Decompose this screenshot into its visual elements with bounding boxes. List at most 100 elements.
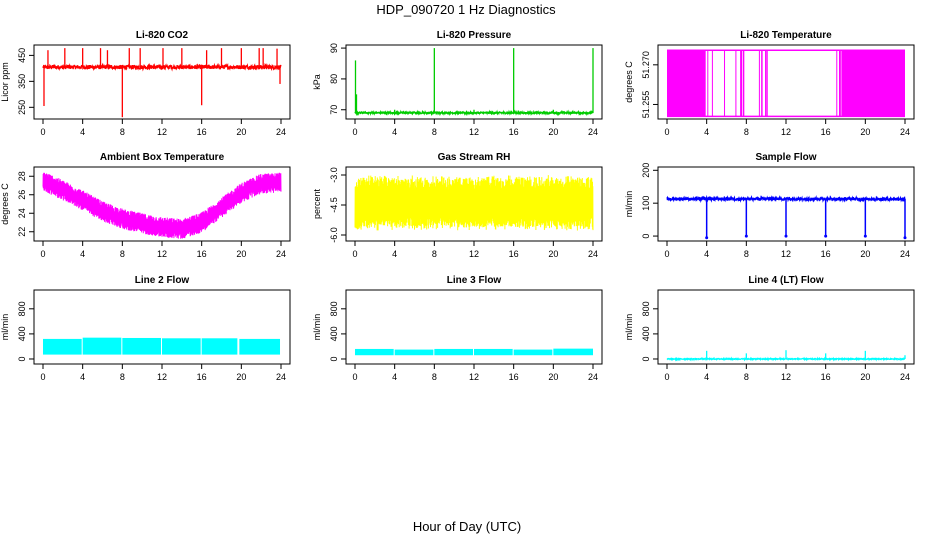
series-4 [42, 172, 282, 239]
panel-6: Sample Flow ml/min 0 4 8 12 16 20 24 0 100 200 [624, 152, 915, 259]
panel-title: Li-820 Pressure [437, 30, 512, 41]
y-tick-label: -6.0 [329, 227, 339, 243]
flow-segment [513, 349, 553, 356]
x-tick-label: 16 [197, 249, 207, 259]
panel-5: Gas Stream RH percent 0 4 8 12 16 20 24 -6.0 -4.5 -… [312, 152, 603, 259]
y-tick-label: 400 [17, 326, 27, 341]
x-tick-label: 4 [704, 372, 709, 382]
flow-segment [162, 338, 201, 355]
flow-segment [355, 348, 394, 356]
x-tick-label: 0 [664, 372, 669, 382]
x-tick-label: 12 [781, 127, 791, 137]
plot-frame [657, 44, 915, 120]
y-tick-label: 800 [329, 301, 339, 316]
x-tick-label: 16 [821, 249, 831, 259]
x-tick-label: 16 [821, 372, 831, 382]
y-axis-label: degrees C [624, 61, 634, 103]
y-tick-label: 26 [17, 190, 27, 200]
dip-point [705, 236, 709, 240]
x-tick-label: 20 [236, 127, 246, 137]
y-tick-label: 800 [641, 301, 651, 316]
panel-title: Li-820 Temperature [740, 30, 832, 41]
x-tick-label: 4 [392, 372, 397, 382]
x-tick-label: 16 [197, 372, 207, 382]
plot-frame [345, 44, 603, 120]
x-tick-label: 12 [469, 249, 479, 259]
x-tick-label: 8 [120, 372, 125, 382]
flow-segment [43, 338, 82, 355]
panel-4: Ambient Box Temperature degrees C 0 4 8 12 16 2… [0, 152, 291, 259]
x-tick-label: 0 [352, 127, 357, 137]
x-tick-label: 12 [781, 249, 791, 259]
x-tick-label: 16 [509, 249, 519, 259]
y-tick-label: -4.5 [329, 197, 339, 213]
x-tick-label: 4 [80, 127, 85, 137]
dense-segment [841, 50, 905, 117]
y-tick-label: 0 [641, 356, 651, 361]
x-tick-label: 20 [236, 249, 246, 259]
x-tick-label: 24 [900, 127, 910, 137]
panel-8: Line 3 Flow ml/min 0 4 8 12 16 20 24 0 400 800 [312, 275, 603, 382]
series-1 [42, 48, 282, 118]
x-tick-label: 16 [509, 372, 519, 382]
x-tick-label: 20 [548, 127, 558, 137]
x-tick-label: 24 [276, 249, 286, 259]
x-tick-label: 8 [120, 249, 125, 259]
flow-segment [82, 337, 122, 355]
y-tick-label: 350 [17, 74, 27, 89]
x-tick-label: 0 [40, 249, 45, 259]
x-tick-label: 12 [157, 249, 167, 259]
series-line [42, 172, 282, 239]
y-tick-label: 100 [641, 196, 651, 211]
dip-point [784, 234, 788, 238]
series-5 [354, 175, 594, 231]
flow-segment [394, 349, 434, 356]
series-9 [666, 350, 906, 362]
x-tick-label: 24 [276, 127, 286, 137]
panel-title: Line 3 Flow [447, 275, 502, 286]
y-axis-label: Licor ppm [0, 62, 10, 102]
x-tick-label: 20 [236, 372, 246, 382]
series-8 [355, 348, 593, 356]
plot-frame [657, 289, 915, 365]
y-tick-label: 24 [17, 208, 27, 218]
x-tick-label: 24 [588, 127, 598, 137]
dip-point [744, 234, 748, 238]
y-axis-label: kPa [312, 74, 322, 90]
y-axis-label: degrees C [0, 183, 10, 225]
y-tick-label: 400 [641, 326, 651, 341]
plot-frame [33, 166, 291, 242]
x-tick-label: 4 [80, 249, 85, 259]
panel-title: Line 2 Flow [135, 275, 190, 286]
flow-segment [553, 348, 593, 356]
panel-3: Li-820 Temperature degrees C 0 4 8 12 16 20 24 51… [624, 30, 915, 137]
x-tick-label: 12 [469, 127, 479, 137]
x-tick-label: 24 [900, 372, 910, 382]
series-line [354, 175, 594, 231]
y-tick-label: 0 [641, 234, 651, 239]
y-tick-label: 0 [329, 356, 339, 361]
x-tick-label: 12 [469, 372, 479, 382]
x-tick-label: 8 [432, 127, 437, 137]
panel-title: Gas Stream RH [438, 152, 511, 163]
series-6 [666, 194, 907, 240]
x-tick-label: 24 [588, 249, 598, 259]
y-tick-label: 400 [329, 326, 339, 341]
panel-1: Li-820 CO2 Licor ppm 0 4 8 12 16 20 24 250 350 450 [0, 30, 291, 137]
dip-point [903, 236, 907, 240]
y-tick-label: 70 [329, 105, 339, 115]
y-tick-label: 200 [641, 163, 651, 178]
series-7 [43, 337, 281, 355]
plot-frame [345, 289, 603, 365]
dip-point [863, 234, 867, 238]
x-tick-label: 24 [276, 372, 286, 382]
y-tick-label: -3.0 [329, 167, 339, 183]
x-tick-label: 8 [744, 249, 749, 259]
y-tick-label: 90 [329, 43, 339, 53]
x-tick-label: 0 [40, 372, 45, 382]
x-tick-label: 0 [352, 249, 357, 259]
x-tick-label: 0 [40, 127, 45, 137]
flow-segment [474, 348, 513, 356]
